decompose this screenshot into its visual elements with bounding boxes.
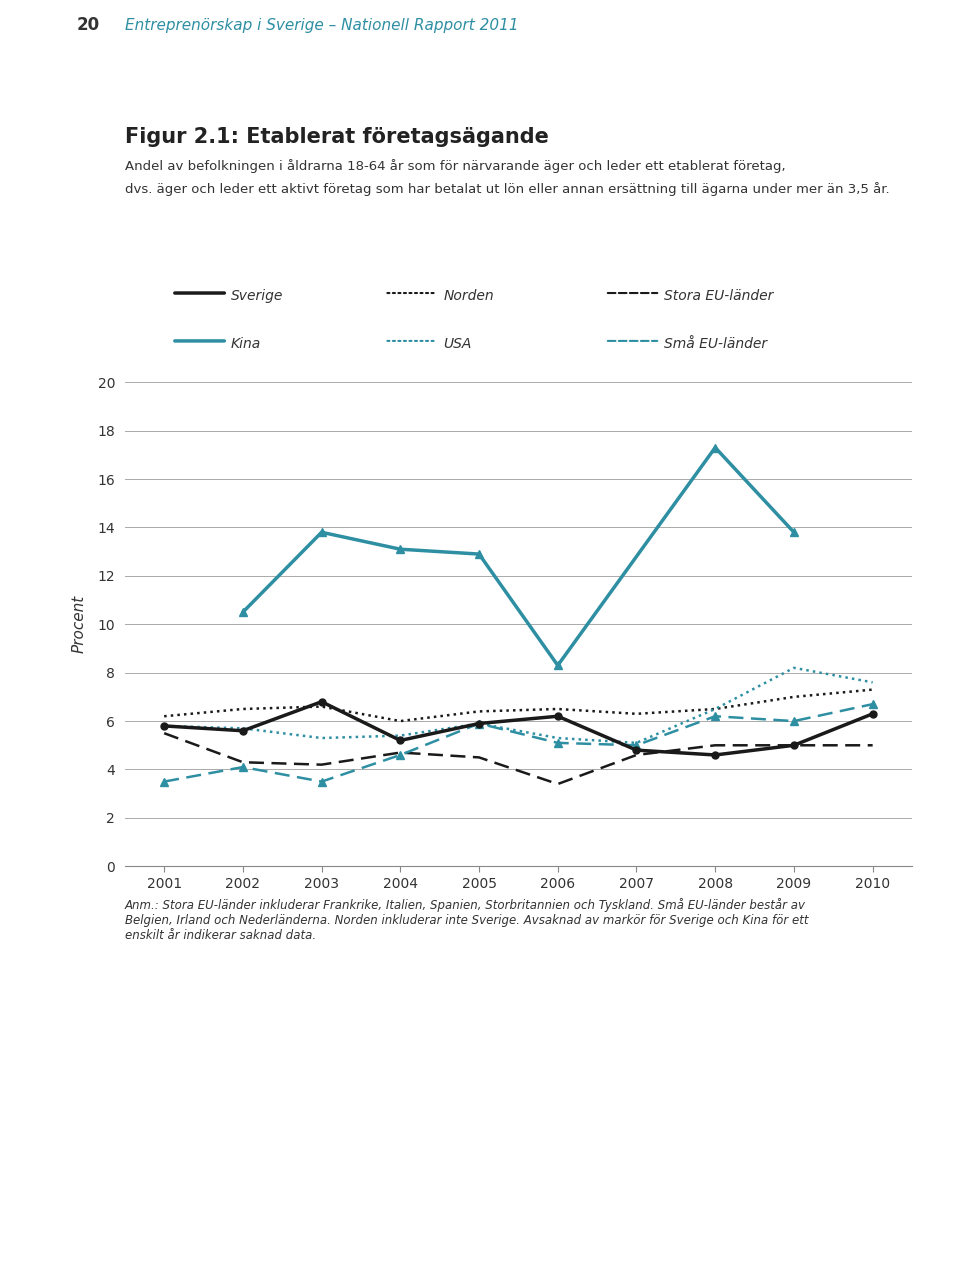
Text: Små EU-länder: Små EU-länder	[664, 338, 767, 350]
Text: 20: 20	[77, 17, 100, 34]
Text: Anm.: Stora EU-länder inkluderar Frankrike, Italien, Spanien, Storbritannien och: Anm.: Stora EU-länder inkluderar Frankri…	[125, 898, 808, 943]
Y-axis label: Procent: Procent	[71, 595, 86, 654]
Text: Figur 2.1: Etablerat företagsägande: Figur 2.1: Etablerat företagsägande	[125, 127, 549, 148]
Text: Stora EU-länder: Stora EU-länder	[664, 289, 774, 303]
Text: Kina: Kina	[231, 338, 261, 350]
Text: Norden: Norden	[444, 289, 494, 303]
Text: Entreprenörskap i Sverige – Nationell Rapport 2011: Entreprenörskap i Sverige – Nationell Ra…	[125, 18, 518, 33]
Text: Andel av befolkningen i åldrarna 18-64 år som för närvarande äger och leder ett : Andel av befolkningen i åldrarna 18-64 å…	[125, 159, 785, 173]
Text: dvs. äger och leder ett aktivt företag som har betalat ut lön eller annan ersätt: dvs. äger och leder ett aktivt företag s…	[125, 182, 889, 196]
Text: USA: USA	[444, 338, 472, 350]
Text: Sverige: Sverige	[231, 289, 283, 303]
